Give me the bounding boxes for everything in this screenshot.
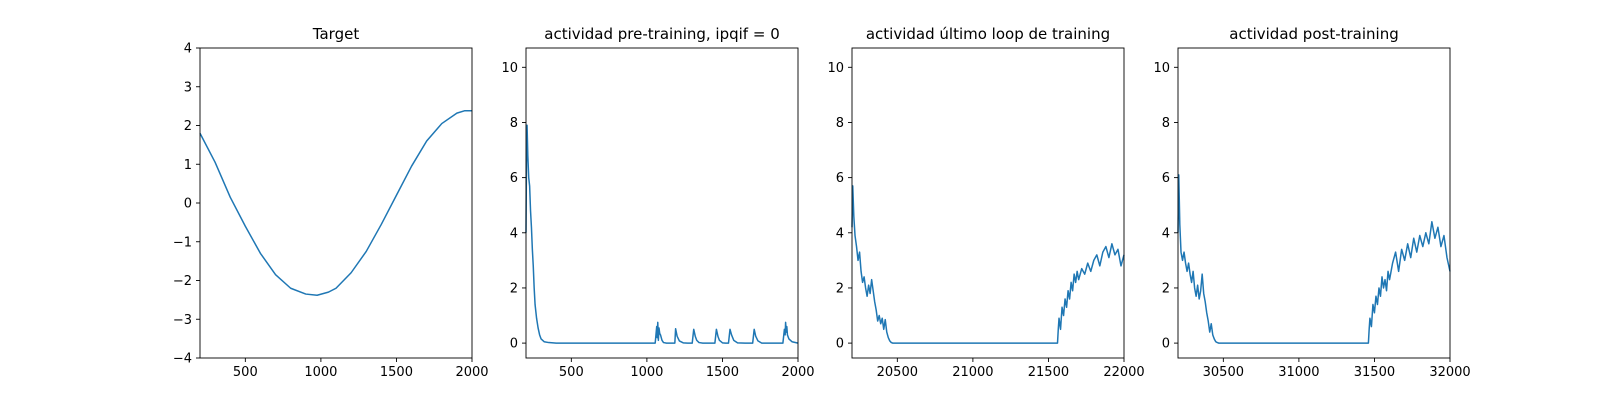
series-line-1	[199, 110, 472, 296]
subplot-title: actividad último loop de training	[866, 25, 1110, 43]
y-tick-label: 6	[1162, 171, 1170, 186]
x-tick-label: 1500	[706, 365, 739, 380]
y-tick-label: 8	[510, 116, 518, 131]
axes-frame	[199, 47, 473, 359]
x-tick-label: 30500	[1203, 365, 1244, 380]
x-tick-label: 1500	[380, 365, 413, 380]
y-tick-label: 10	[501, 61, 518, 76]
subplot-title: actividad post-training	[1229, 25, 1398, 43]
x-tick-label: 32000	[1429, 365, 1470, 380]
x-tick-label: 1000	[630, 365, 663, 380]
subplot-1: 500 1000 1500 2000 −4 −3 −2 −1 0 1 2 3 4 Target	[173, 25, 489, 380]
x-tick-label: 500	[559, 365, 584, 380]
y-tick-label: 0	[510, 337, 518, 352]
x-tick-label: 500	[233, 365, 258, 380]
y-tick-label: 2	[836, 281, 844, 296]
subplot-title: Target	[312, 25, 360, 43]
x-tick-label: 22000	[1103, 365, 1144, 380]
y-tick-label: 1	[184, 158, 192, 173]
series-line-1	[525, 124, 799, 344]
y-tick-label: −2	[173, 274, 192, 289]
y-tick-label: 8	[836, 116, 844, 131]
x-tick-label: 31000	[1278, 365, 1319, 380]
y-tick-label: 10	[1153, 61, 1170, 76]
y-tick-label: −1	[173, 235, 192, 250]
x-tick-label: 21000	[952, 365, 993, 380]
y-tick-label: 2	[184, 119, 192, 134]
y-tick-label: 0	[836, 337, 844, 352]
axes-frame	[1177, 47, 1451, 359]
subplot-3: 20500 21000 21500 22000 0 2 4 6 8 10 actividad últ…	[827, 25, 1144, 380]
y-tick-label: 3	[184, 80, 192, 95]
y-tick-label: 2	[1162, 281, 1170, 296]
y-tick-label: 6	[836, 171, 844, 186]
y-tick-label: 10	[827, 61, 844, 76]
x-tick-label: 21500	[1028, 365, 1069, 380]
y-tick-label: 0	[1162, 337, 1170, 352]
subplot-4: 30500 31000 31500 32000 0 2 4 6 8 10 actividad pos…	[1153, 25, 1470, 380]
x-tick-label: 2000	[781, 365, 814, 380]
x-tick-label: 31500	[1354, 365, 1395, 380]
axes-frame	[851, 47, 1125, 359]
subplot-2: 500 1000 1500 2000 0 2 4 6 8 10 actividad pre-trai…	[501, 25, 814, 380]
subplot-title: actividad pre-training, ipqif = 0	[544, 25, 780, 43]
y-tick-label: 2	[510, 281, 518, 296]
y-tick-label: 4	[836, 226, 844, 241]
y-tick-label: 0	[184, 197, 192, 212]
y-tick-label: 4	[1162, 226, 1170, 241]
series-line-1	[851, 185, 1125, 344]
y-tick-label: 6	[510, 171, 518, 186]
y-tick-label: −4	[173, 352, 192, 367]
y-tick-label: −3	[173, 313, 192, 328]
y-tick-label: 4	[184, 42, 192, 57]
series-line-1	[1177, 174, 1451, 344]
x-tick-label: 1000	[304, 365, 337, 380]
x-tick-label: 2000	[455, 365, 488, 380]
y-tick-label: 4	[510, 226, 518, 241]
axes-frame	[525, 47, 799, 359]
y-tick-label: 8	[1162, 116, 1170, 131]
x-tick-label: 20500	[877, 365, 918, 380]
